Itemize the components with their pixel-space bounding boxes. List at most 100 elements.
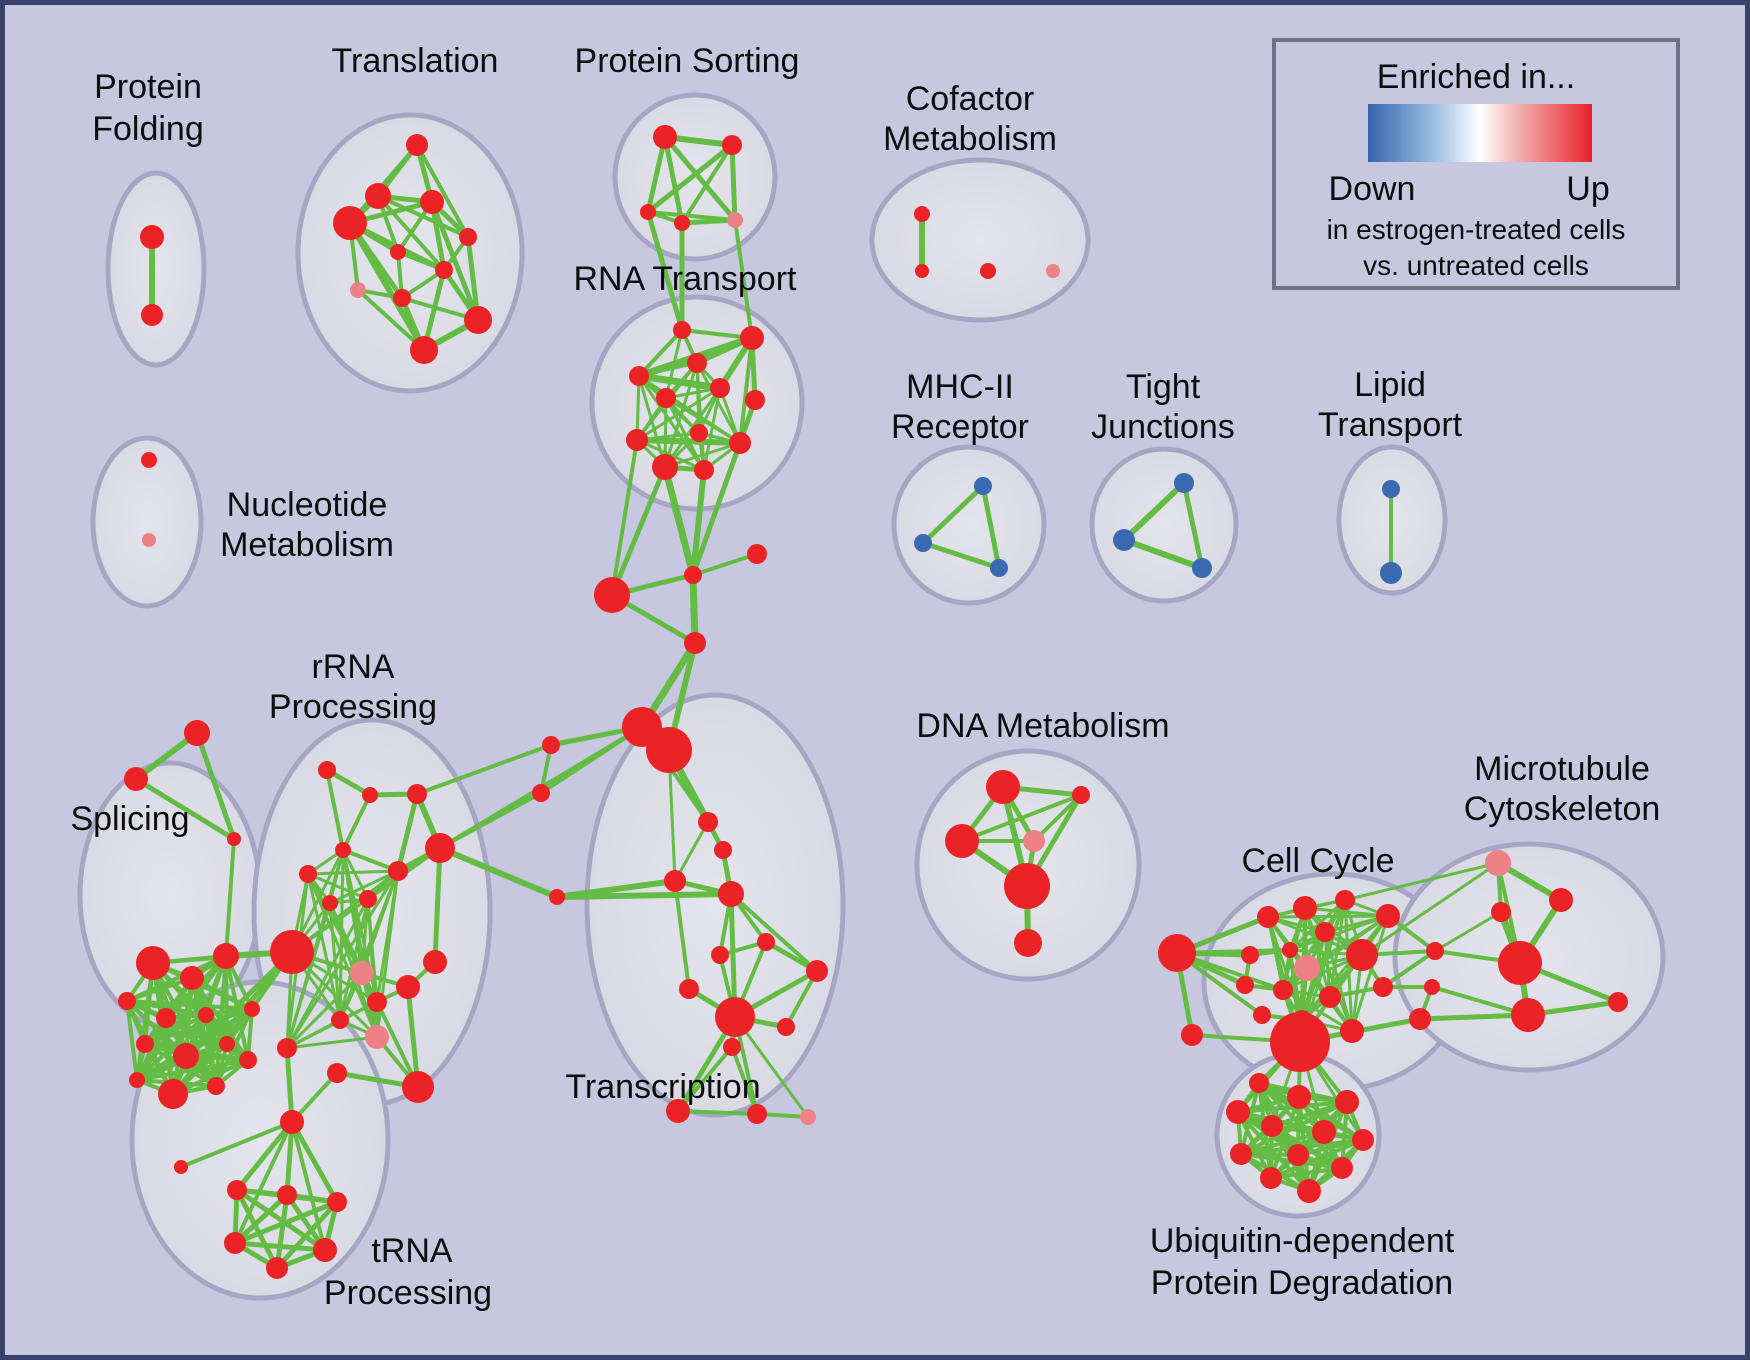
edge-tn3-tn6	[274, 1199, 340, 1271]
edge-tj2-tj3	[1121, 537, 1205, 571]
edge-ps1-ps3	[645, 134, 668, 215]
legend-caption-line2: vs. untreated cells	[1363, 250, 1589, 281]
node-rr6	[299, 865, 317, 883]
node-cf2	[915, 264, 929, 278]
cluster-ellipse-transcription	[584, 692, 846, 1118]
edge-mt2-cn1	[1433, 910, 1503, 953]
edge-sp3-sp4	[125, 954, 228, 1003]
edge-tl4-tl10	[429, 199, 481, 323]
cluster-label-protein-folding-line2: Folding	[92, 110, 204, 148]
edge-rt11-ha	[661, 463, 697, 579]
node-mp	[1485, 850, 1511, 876]
node-tc14	[747, 1104, 767, 1124]
edge-mh2-mh3	[920, 540, 1002, 571]
edge-cc3-cc7	[1288, 898, 1347, 952]
node-u9	[1287, 1144, 1309, 1166]
node-sp7	[136, 1035, 154, 1053]
edge-u10-u11	[1269, 1166, 1344, 1180]
node-cc12	[1319, 986, 1341, 1008]
node-tc9	[679, 979, 699, 999]
node-cc13	[1373, 977, 1393, 997]
edge-tc5-tc4	[554, 891, 734, 900]
node-sp8	[173, 1043, 199, 1069]
node-tc2	[714, 841, 732, 859]
edge-rt10-rt11	[663, 441, 742, 469]
node-ps5	[727, 212, 743, 228]
edge-rr10-sp11	[170, 949, 295, 1097]
cluster-label-ubiquitin-degradation-line1: Ubiquitin-dependent	[1150, 1222, 1455, 1260]
cluster-label-trna-processing-line1: tRNA	[371, 1232, 453, 1270]
edge-rr3-rr7	[395, 791, 420, 874]
node-mt1	[1549, 888, 1573, 912]
node-cc6	[1241, 946, 1259, 964]
node-cc3	[1335, 890, 1355, 910]
node-rt3	[687, 353, 707, 373]
node-u6	[1312, 1120, 1336, 1144]
node-mb	[1498, 941, 1542, 985]
node-tn4	[224, 1232, 246, 1254]
edge-mp-cc9	[1360, 861, 1500, 957]
node-tc15	[800, 1109, 816, 1125]
edge-ps4-ps5	[679, 217, 738, 226]
edge-ps3-rt1	[645, 209, 685, 333]
node-tl1	[406, 134, 428, 156]
edge-tn3-tn4	[232, 1199, 340, 1246]
edge-tn2-tn4	[232, 1192, 290, 1246]
edge-rt5-rt12	[702, 386, 722, 472]
node-sp10	[129, 1072, 145, 1088]
node-tl10	[464, 306, 492, 334]
edge-tn2-tn6	[274, 1192, 290, 1271]
edge-tx2-tx3	[133, 776, 237, 842]
node-u5	[1261, 1115, 1283, 1137]
edge-tn0-tn5	[290, 1120, 327, 1252]
node-tn6	[266, 1257, 288, 1279]
edge-rr7-rr17	[338, 869, 400, 1022]
cluster-label-rrna-processing-line1: rRNA	[311, 648, 394, 686]
node-sp2	[180, 966, 204, 990]
node-sp6	[198, 1007, 214, 1023]
node-tl7	[435, 261, 453, 279]
node-ha	[684, 566, 702, 584]
node-tx2	[124, 767, 148, 791]
node-rt12	[694, 460, 714, 480]
node-tx3	[227, 832, 241, 846]
node-sp12	[207, 1077, 225, 1095]
node-cn2	[1424, 979, 1440, 995]
node-cc4	[1376, 904, 1400, 928]
node-lp2	[1380, 562, 1402, 584]
edge-ps2-ps4	[680, 143, 734, 225]
cluster-label-dna-metabolism: DNA Metabolism	[916, 707, 1169, 745]
node-cc16	[1340, 1019, 1364, 1043]
edge-rr5-rr15	[432, 845, 443, 965]
edge-rt9-rt10	[634, 437, 743, 446]
edge-tn0-tn2	[284, 1119, 295, 1198]
node-ps4	[674, 215, 690, 231]
color-legend: Enriched in... Down Up in estrogen-treat…	[1272, 38, 1680, 290]
edge-tc12-tc13	[676, 1045, 734, 1113]
cluster-label-transcription: Transcription	[565, 1068, 760, 1106]
cluster-label-cofactor-metabolism-line2: Metabolism	[883, 120, 1057, 158]
node-rr5	[425, 833, 455, 863]
node-sp3	[213, 943, 239, 969]
legend-down-label: Down	[1328, 170, 1416, 208]
node-cc9	[1346, 939, 1378, 971]
node-nm1	[141, 452, 157, 468]
node-mt2	[1491, 902, 1511, 922]
node-rr20	[327, 1063, 347, 1083]
node-cg	[1270, 1012, 1330, 1072]
node-cc7	[1282, 942, 1298, 958]
node-tc12	[723, 1038, 741, 1056]
node-tc7	[711, 946, 729, 964]
node-rr17	[331, 1011, 349, 1029]
node-tl9	[393, 289, 411, 307]
node-rr11	[350, 961, 374, 985]
edge-rr4-rr9	[341, 848, 370, 901]
node-cc17	[1409, 1008, 1431, 1030]
edge-mp-cc3	[1343, 861, 1500, 902]
node-hh	[532, 784, 550, 802]
node-hc	[747, 544, 767, 564]
node-ps1	[653, 125, 677, 149]
node-sp5	[156, 1008, 176, 1028]
node-u10	[1331, 1157, 1353, 1179]
